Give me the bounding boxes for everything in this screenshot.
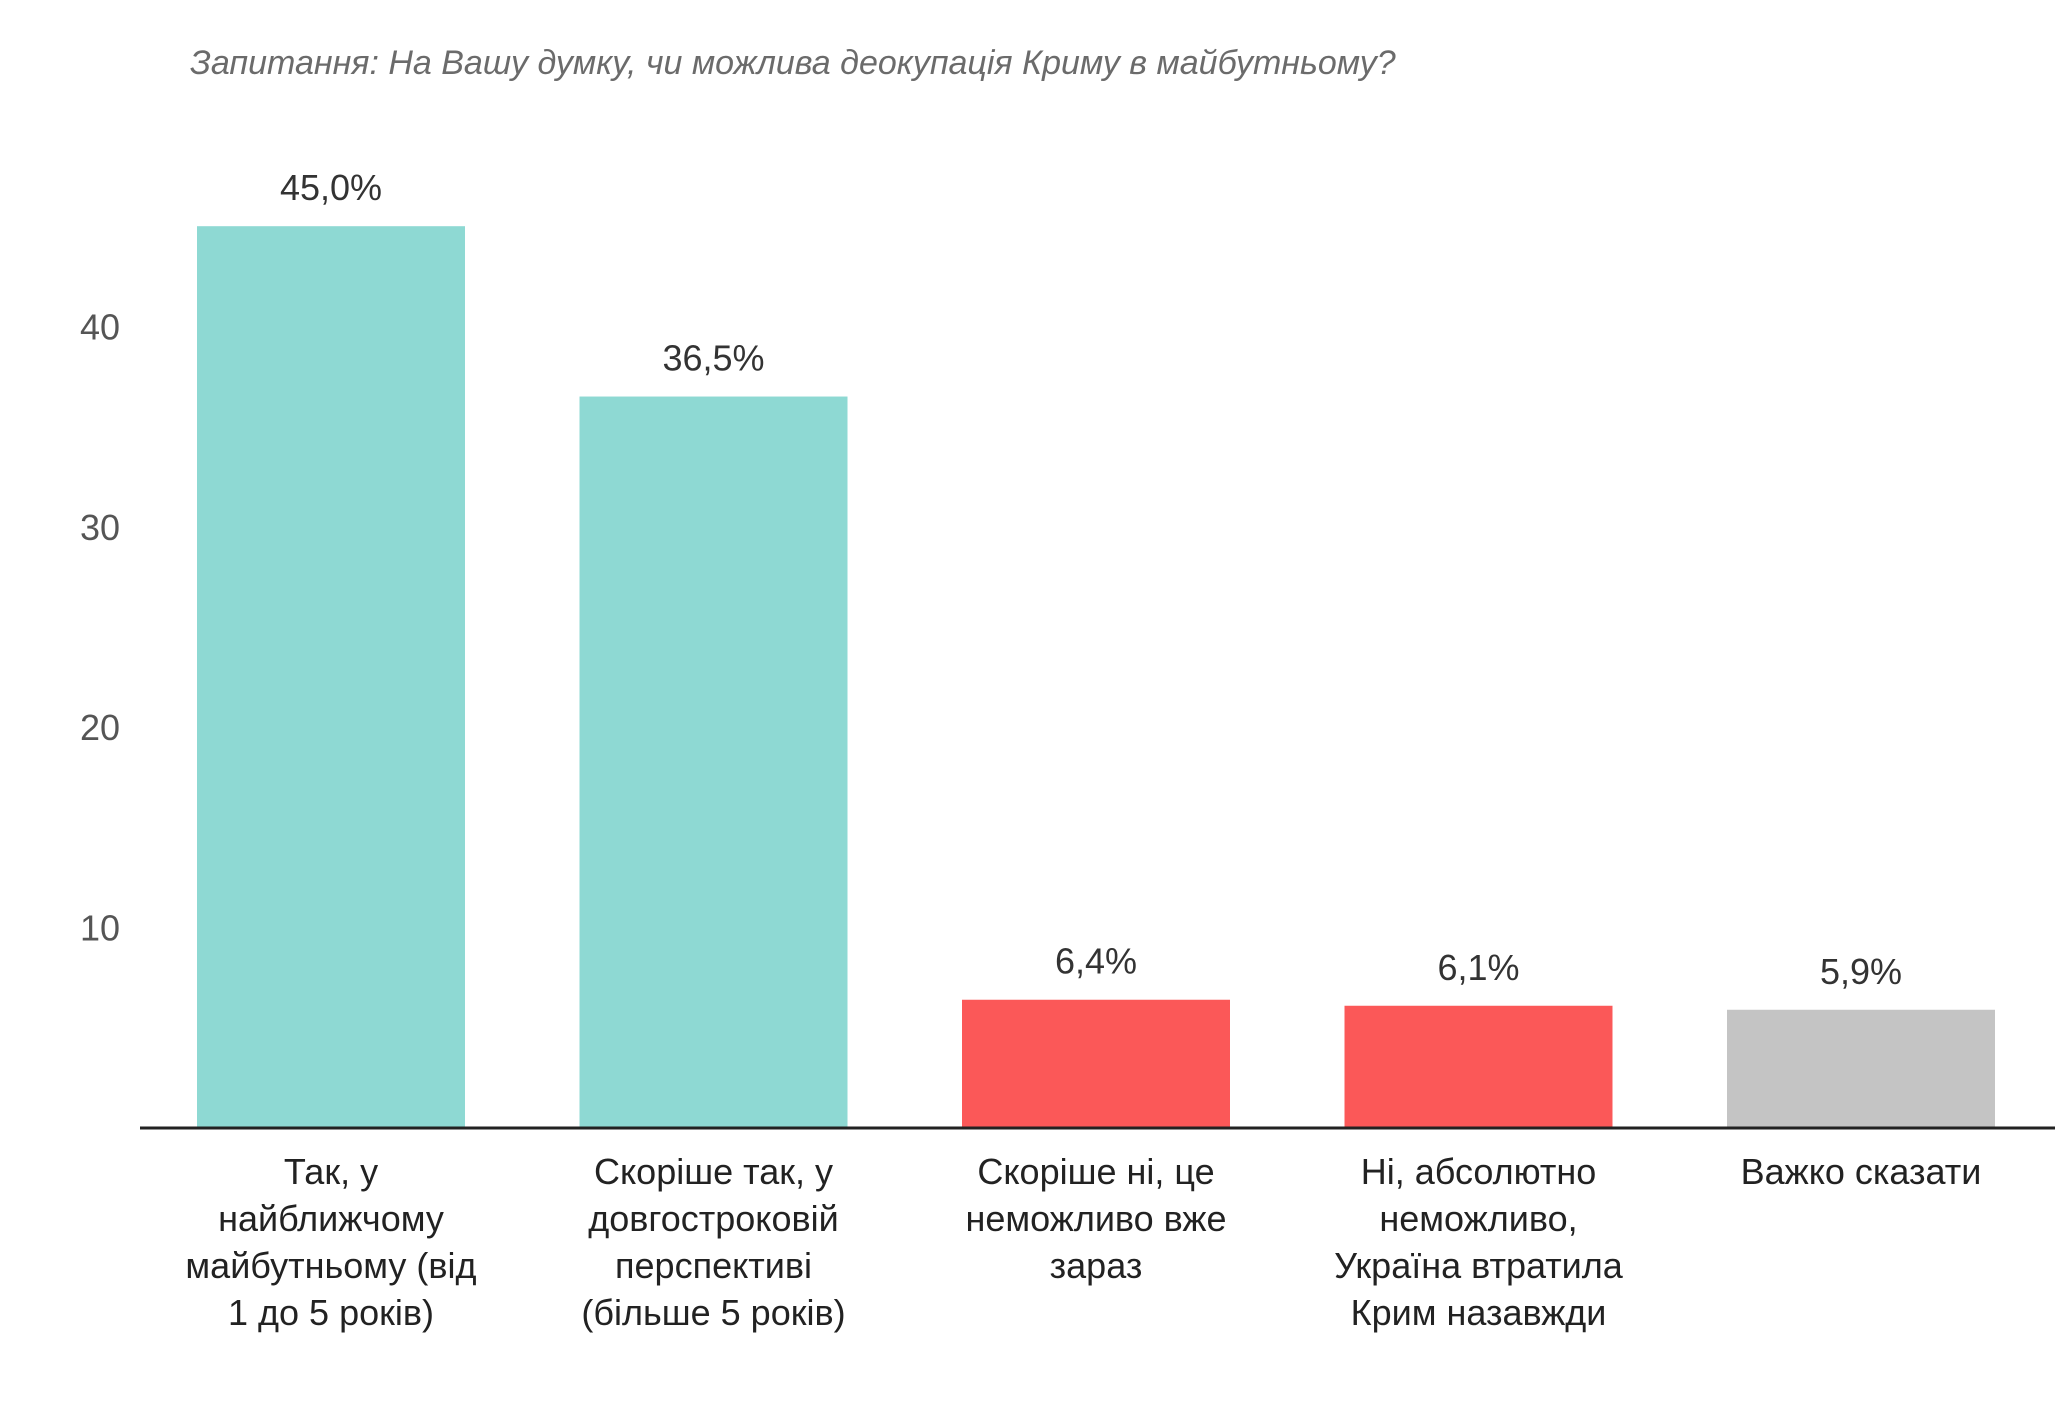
category-label: Важко сказати	[1740, 1151, 1982, 1192]
bar	[962, 999, 1230, 1128]
y-axis-ticks: 10 20 30 40	[80, 306, 120, 948]
y-tick-label: 20	[80, 707, 120, 748]
data-label: 45,0%	[280, 167, 382, 208]
data-labels: 45,0% 36,5% 6,4% 6,1% 5,9%	[280, 167, 1902, 992]
bar	[197, 226, 465, 1128]
category-label: Так, у найближчому майбутньому (від 1 до…	[185, 1151, 477, 1333]
category-label: Ні, абсолютно неможливо, Україна втратил…	[1334, 1151, 1623, 1333]
data-label: 6,4%	[1055, 941, 1137, 982]
category-label: Скоріше ні, це неможливо вже зараз	[965, 1151, 1227, 1286]
y-tick-label: 40	[80, 306, 120, 347]
data-label: 6,1%	[1437, 947, 1519, 988]
chart-title: Запитання: На Вашу думку, чи можлива део…	[190, 44, 1396, 82]
bar	[1727, 1009, 1995, 1128]
data-label: 5,9%	[1820, 951, 1902, 992]
y-tick-label: 30	[80, 507, 120, 548]
bar	[579, 396, 848, 1128]
category-label: Скоріше так, у довгостроковій перспектив…	[581, 1151, 846, 1333]
bar	[1344, 1005, 1613, 1128]
data-label: 36,5%	[662, 338, 764, 379]
bars	[197, 226, 1995, 1128]
y-tick-label: 10	[80, 908, 120, 949]
